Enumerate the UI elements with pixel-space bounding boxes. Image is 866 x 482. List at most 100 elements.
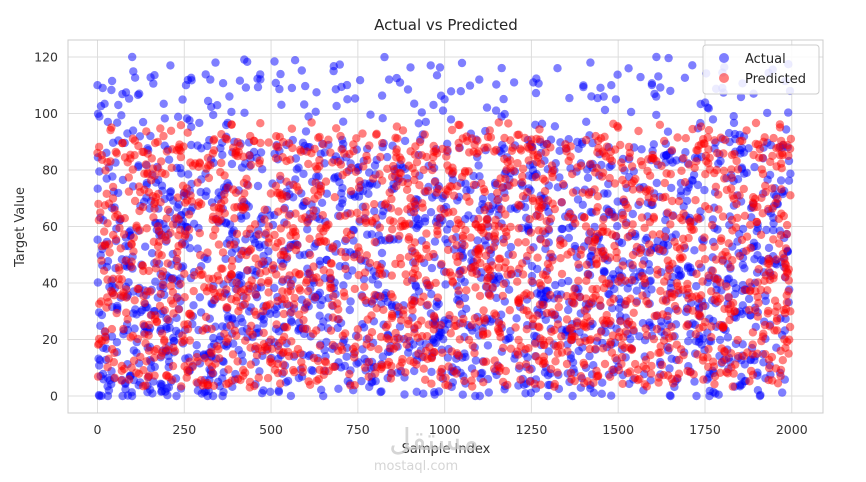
data-point <box>581 135 591 145</box>
data-point <box>218 292 227 302</box>
data-point <box>758 153 767 163</box>
data-point <box>340 361 350 371</box>
data-point <box>168 288 178 297</box>
data-point <box>574 260 583 269</box>
data-point <box>162 147 172 156</box>
data-point <box>679 241 689 250</box>
legend-box <box>702 44 820 95</box>
data-point <box>553 63 562 73</box>
data-point <box>550 204 559 214</box>
data-point <box>139 291 148 300</box>
data-point <box>410 197 419 206</box>
data-point <box>128 52 137 62</box>
data-point <box>776 176 786 185</box>
data-point <box>460 241 469 250</box>
data-point <box>408 164 417 173</box>
data-point <box>727 363 736 372</box>
data-point <box>124 94 134 103</box>
data-point <box>655 230 664 239</box>
data-point <box>251 310 261 320</box>
data-point <box>647 79 657 88</box>
data-point <box>117 275 127 284</box>
data-point <box>116 244 125 253</box>
data-point <box>272 320 281 329</box>
data-point <box>162 236 171 245</box>
data-point <box>420 217 430 226</box>
data-point <box>494 263 504 272</box>
data-point <box>627 275 637 285</box>
data-point <box>307 118 316 127</box>
data-point <box>220 190 229 199</box>
data-point <box>434 185 444 194</box>
data-point <box>177 337 187 347</box>
data-point <box>190 271 199 280</box>
data-point <box>275 132 284 142</box>
data-point <box>193 244 202 253</box>
data-point <box>668 211 677 221</box>
data-point <box>105 248 114 257</box>
data-point <box>435 213 445 223</box>
data-point <box>159 131 168 141</box>
data-point <box>605 253 615 262</box>
data-point <box>758 209 767 218</box>
data-point <box>403 277 412 286</box>
data-point <box>285 271 294 280</box>
data-point <box>579 82 588 92</box>
data-point <box>208 284 217 294</box>
data-point <box>778 356 787 365</box>
data-point <box>141 160 151 169</box>
data-point <box>257 278 266 287</box>
data-point <box>727 349 736 358</box>
data-point <box>123 158 132 167</box>
data-point <box>195 118 204 128</box>
data-point <box>140 298 149 308</box>
x-tick-label: 1500 <box>602 422 634 437</box>
data-point <box>490 147 499 156</box>
data-point <box>710 274 720 283</box>
data-point <box>524 156 533 165</box>
data-point <box>462 286 471 295</box>
data-point <box>548 166 558 175</box>
data-point <box>710 242 719 251</box>
data-point <box>95 299 104 308</box>
data-point <box>237 203 247 212</box>
data-point <box>701 170 710 179</box>
series-predicted <box>93 118 796 392</box>
data-point <box>303 218 312 227</box>
data-point <box>157 380 166 389</box>
data-point <box>557 348 567 357</box>
data-point <box>553 368 562 377</box>
data-point <box>479 184 488 194</box>
data-point <box>212 342 222 351</box>
data-point <box>246 131 255 141</box>
data-point <box>641 355 651 364</box>
data-point <box>486 291 495 300</box>
data-point <box>299 169 308 179</box>
data-point <box>580 213 589 222</box>
data-point <box>596 134 606 143</box>
data-point <box>178 331 187 340</box>
data-point <box>254 373 263 382</box>
data-point <box>638 291 647 300</box>
data-point <box>460 376 469 386</box>
data-point <box>645 171 655 180</box>
data-point <box>744 144 753 153</box>
watermark-arabic: مستقل <box>389 423 479 458</box>
data-point <box>384 335 393 344</box>
data-point <box>458 234 468 243</box>
data-point <box>370 200 379 209</box>
data-point <box>128 126 138 135</box>
data-point <box>595 295 604 305</box>
data-point <box>349 140 358 149</box>
data-point <box>570 284 579 293</box>
data-point <box>107 85 116 95</box>
watermark-latin: mostaql.com <box>374 459 458 474</box>
data-point <box>130 196 140 206</box>
data-point <box>388 225 397 234</box>
data-point <box>500 154 509 164</box>
data-point <box>112 338 122 347</box>
data-point <box>297 357 306 367</box>
data-point <box>422 229 431 238</box>
data-point <box>282 177 291 186</box>
data-point <box>192 341 201 350</box>
